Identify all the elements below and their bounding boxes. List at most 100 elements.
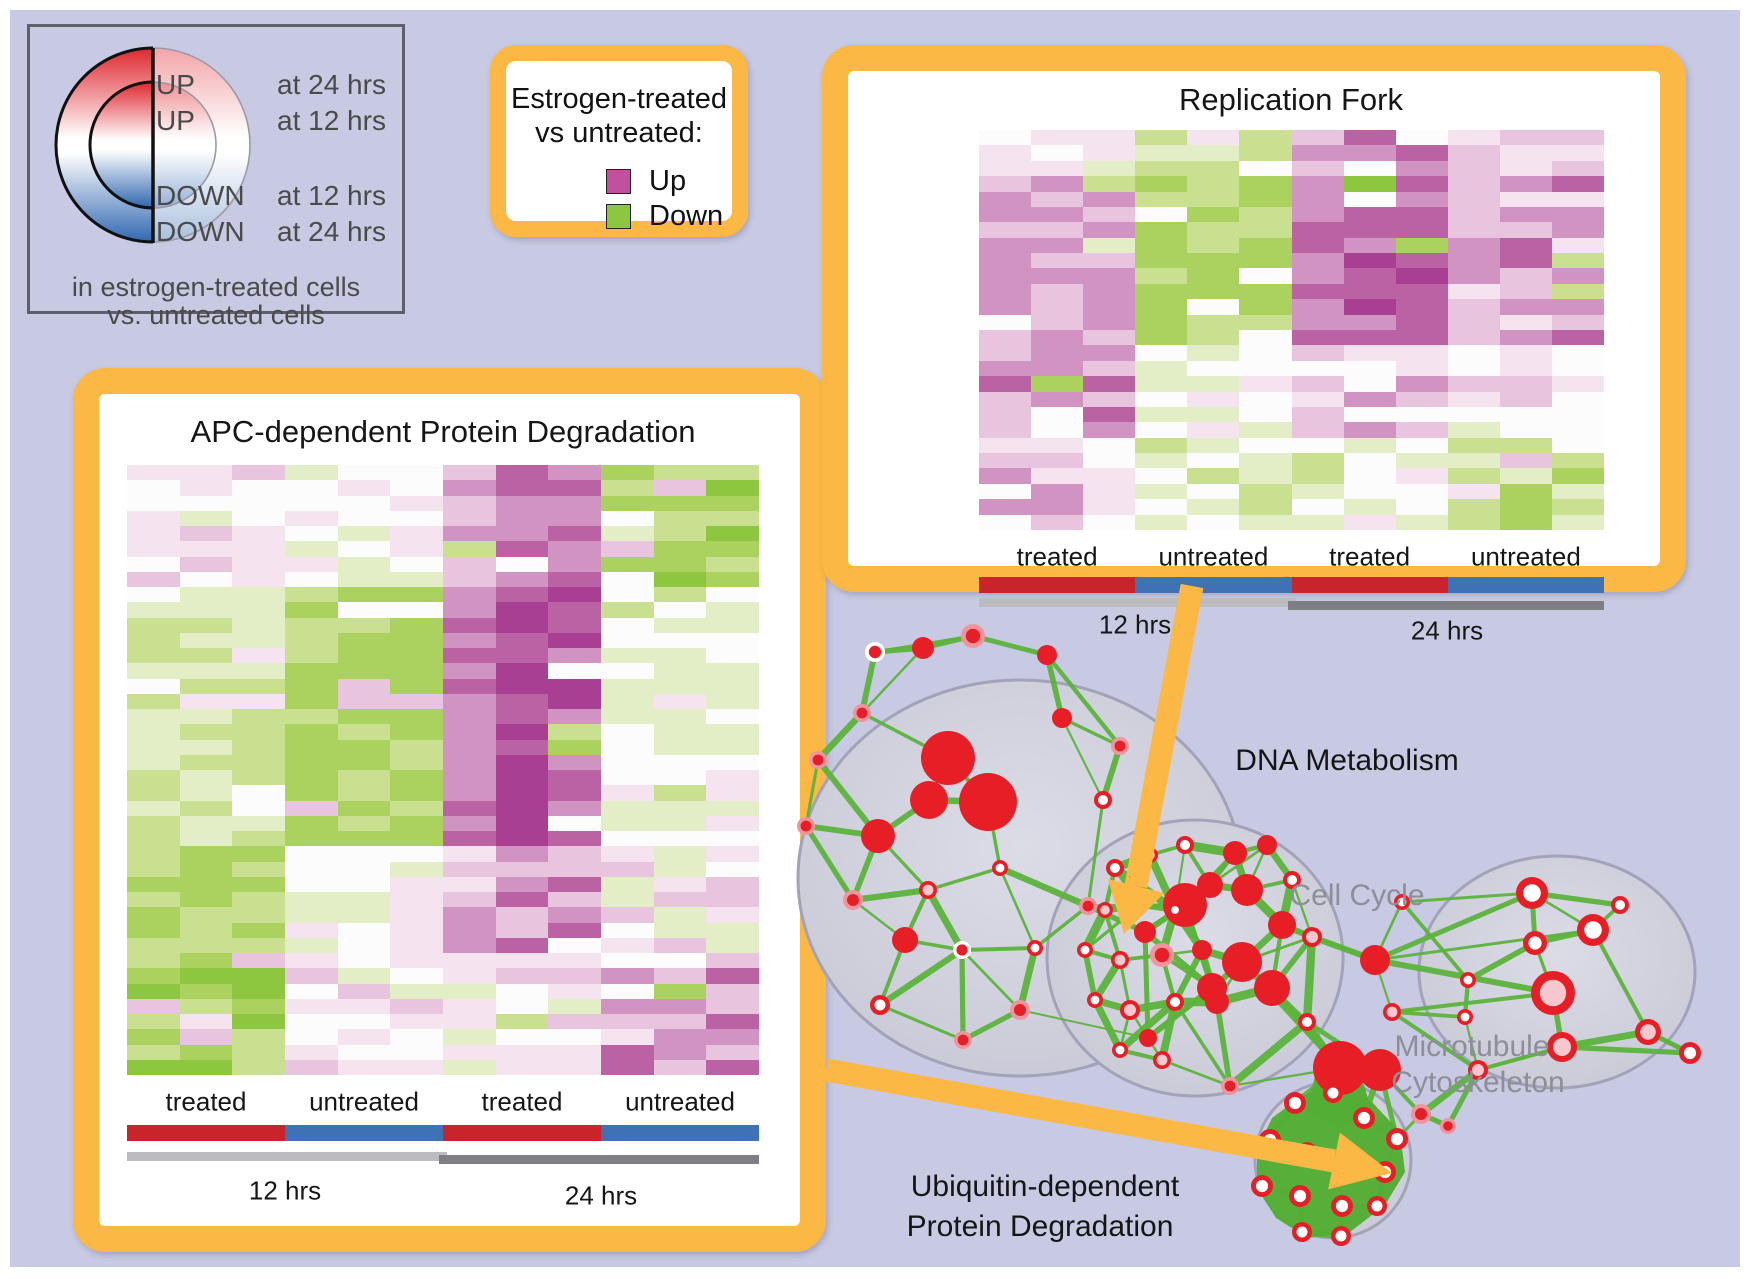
heatmap-cell: [285, 800, 339, 817]
heatmap-cell: [390, 495, 444, 512]
heatmap-cell: [653, 632, 707, 649]
heatmap-cell: [1031, 191, 1084, 208]
heatmap-cell: [1343, 314, 1397, 331]
heatmap-cell: [1187, 406, 1240, 423]
heatmap-cell: [443, 846, 497, 863]
heatmap-cell: [548, 1059, 602, 1075]
heatmap-cell: [1187, 253, 1240, 270]
heatmap-cell: [601, 907, 655, 924]
heatmap-cell: [1499, 314, 1553, 331]
heatmap-cell: [390, 480, 444, 497]
heatmap-cell: [1031, 422, 1084, 439]
heatmap-cell: [706, 632, 759, 649]
heatmap-cell: [706, 541, 759, 558]
heatmap-cell: [1083, 253, 1136, 270]
heatmap-cell: [1395, 406, 1449, 423]
heatmap-cell: [548, 587, 602, 603]
heatmap-cell: [1239, 222, 1293, 239]
time-direction-legend: UP at 24 hrs UP at 12 hrs DOWN at 12 hrs…: [27, 24, 405, 330]
heatmap-cell: [179, 846, 233, 863]
heatmap-cell: [653, 861, 707, 878]
heatmap-cell: [337, 724, 391, 741]
heatmap-cell: [548, 480, 602, 497]
heatmap-cell: [706, 526, 759, 542]
heatmap-cell: [1135, 330, 1188, 346]
heatmap-cell: [1395, 237, 1449, 254]
heatmap-cell: [179, 663, 233, 680]
heatmap-cell: [1551, 191, 1604, 208]
heatmap-cell: [443, 800, 497, 817]
heatmap-cell: [285, 709, 339, 725]
heatmap-cell: [1395, 145, 1449, 162]
heatmap-cell: [179, 587, 233, 603]
heatmap-cell: [285, 510, 339, 527]
heatmap-cell: [979, 330, 1032, 346]
condition-group-label: treated: [1329, 541, 1411, 572]
heatmap-cell: [127, 876, 181, 893]
heatmap-cell: [337, 587, 391, 603]
heatmap-cell: [601, 510, 655, 527]
heatmap-cell: [337, 617, 391, 634]
heatmap-cell: [1187, 437, 1240, 454]
heatmap-cell: [337, 571, 391, 588]
heatmap-cell: [443, 815, 497, 832]
heatmap-cell: [179, 953, 233, 969]
heatmap-cell: [1187, 176, 1240, 193]
heatmap-cell: [1239, 453, 1293, 470]
heatmap-cell: [390, 1014, 444, 1030]
heatmap-cell: [127, 754, 181, 771]
heatmap-cell: [1291, 222, 1345, 239]
treated-bar: [127, 1125, 285, 1141]
heatmap-cell: [1343, 453, 1397, 470]
heatmap-cell: [179, 632, 233, 649]
heatmap-cell: [390, 465, 444, 481]
heatmap-cell: [1499, 453, 1553, 470]
heatmap-cell: [390, 998, 444, 1015]
heatmap-cell: [653, 815, 707, 832]
heatmap-cell: [179, 861, 233, 878]
heatmap-cell: [1395, 191, 1449, 208]
heatmap-cell: [1135, 145, 1188, 162]
heatmap-cell: [1291, 376, 1345, 393]
heatmap-cell: [337, 526, 391, 542]
heatmap-cell: [1187, 314, 1240, 331]
heatmap-cell: [706, 663, 759, 680]
heatmap-cell: [1187, 299, 1240, 316]
heatmap-cell: [548, 800, 602, 817]
heatmap-cell: [706, 861, 759, 878]
heatmap-cell: [1239, 268, 1293, 285]
heatmap-cell: [390, 937, 444, 954]
heatmap-cell: [443, 495, 497, 512]
heatmap-cell: [601, 541, 655, 558]
heatmap-cell: [1551, 514, 1604, 530]
heatmap-cell: [1239, 253, 1293, 270]
heatmap-cell: [706, 846, 759, 863]
heatmap-cell: [1447, 268, 1501, 285]
heatmap-cell: [653, 587, 707, 603]
heatmap-cell: [1239, 145, 1293, 162]
heatmap-cell: [706, 953, 759, 969]
heatmap-cell: [1031, 268, 1084, 285]
heatmap-cell: [1291, 237, 1345, 254]
heatmap-cell: [495, 754, 549, 771]
heatmap-cell: [653, 953, 707, 969]
heatmap-cell: [1551, 299, 1604, 316]
heatmap-cell: [443, 510, 497, 527]
heatmap-cell: [548, 1029, 602, 1046]
heatmap-cell: [495, 907, 549, 924]
heatmap-cell: [653, 754, 707, 771]
untreated-bar: [285, 1125, 443, 1141]
legend-up-12-time: at 12 hrs: [277, 105, 386, 136]
heatmap-cell: [1291, 360, 1345, 377]
heatmap-cell: [1031, 514, 1084, 530]
heatmap-cell: [179, 907, 233, 924]
heatmap-cell: [1447, 391, 1501, 408]
heatmap-cell: [979, 145, 1032, 162]
heatmap-cell: [653, 602, 707, 619]
heatmap-cell: [232, 800, 286, 817]
heatmap-cell: [285, 953, 339, 969]
heatmap-cell: [443, 770, 497, 786]
heatmap-cell: [1499, 468, 1553, 485]
heatmap-cell: [653, 678, 707, 695]
heatmap-cell: [979, 483, 1032, 500]
